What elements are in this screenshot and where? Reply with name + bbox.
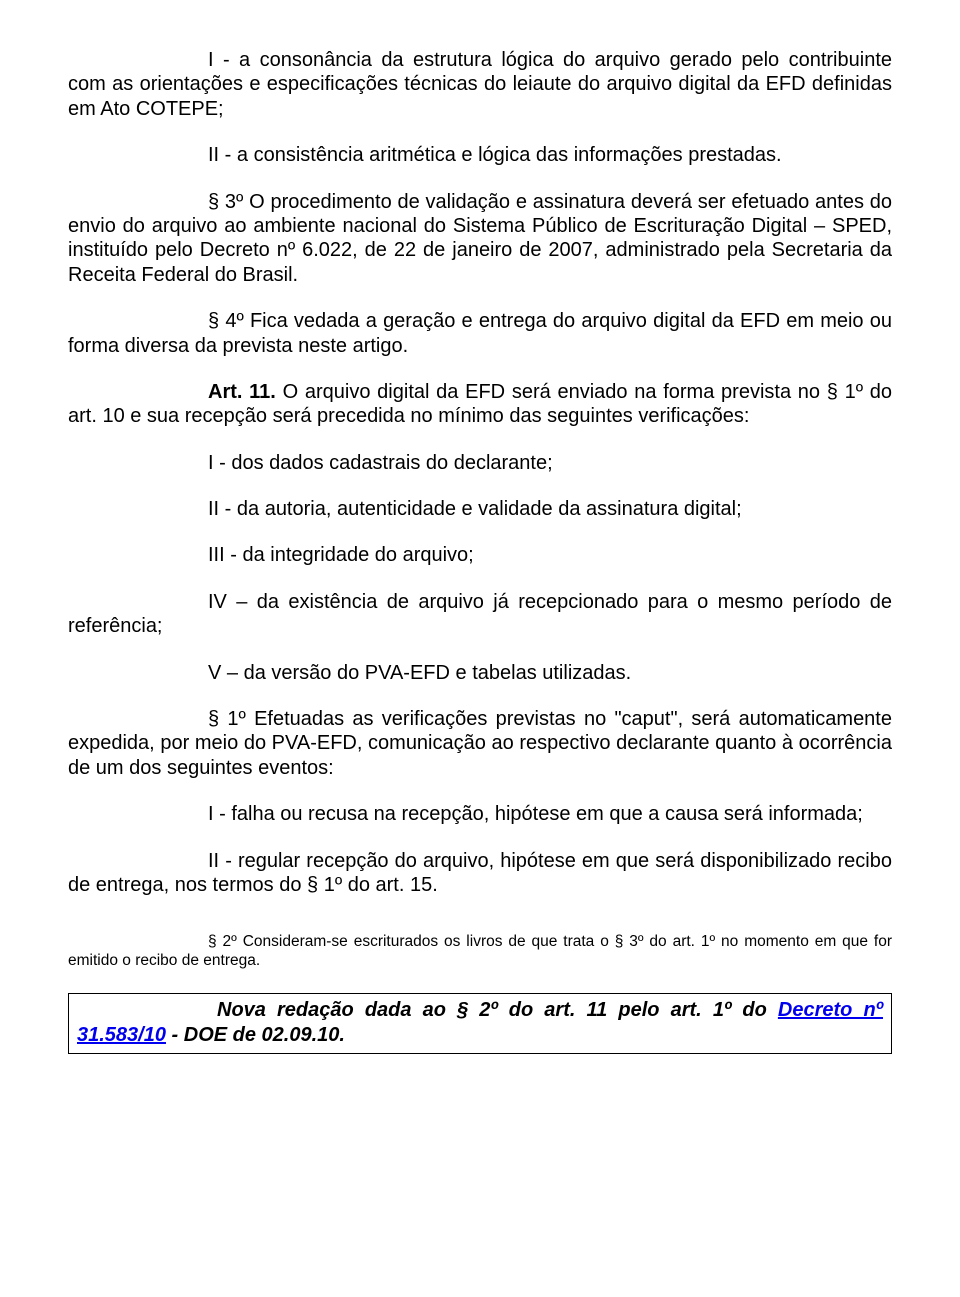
item-ii: II - da autoria, autenticidade e validad… — [68, 497, 892, 521]
s1-item-ii: II - regular recepção do arquivo, hipóte… — [68, 849, 892, 898]
paragraph-ii: II - a consistência aritmética e lógica … — [68, 143, 892, 167]
redaction-note-text: Nova redação dada ao § 2º do art. 11 pel… — [77, 998, 883, 1047]
item-iii: III - da integridade do arquivo; — [68, 543, 892, 567]
redaction-post: - DOE de 02.09.10. — [166, 1024, 345, 1046]
paragraph-i: I - a consonância da estrutura lógica do… — [68, 48, 892, 121]
document-page: I - a consonância da estrutura lógica do… — [0, 0, 960, 1084]
item-i: I - dos dados cadastrais do declarante; — [68, 451, 892, 475]
paragraph-s2-small: § 2º Consideram-se escriturados os livro… — [68, 933, 892, 971]
redaction-pre: Nova redação dada ao § 2º do art. 11 pel… — [217, 999, 778, 1021]
paragraph-s4: § 4º Fica vedada a geração e entrega do … — [68, 309, 892, 358]
paragraph-s3: § 3º O procedimento de validação e assin… — [68, 190, 892, 288]
art11-label: Art. 11. — [208, 381, 276, 403]
art11-text: O arquivo digital da EFD será enviado na… — [68, 381, 892, 427]
redaction-note-box: Nova redação dada ao § 2º do art. 11 pel… — [68, 993, 892, 1054]
paragraph-s1: § 1º Efetuadas as verificações previstas… — [68, 707, 892, 780]
paragraph-art11: Art. 11. O arquivo digital da EFD será e… — [68, 380, 892, 429]
item-iv: IV – da existência de arquivo já recepci… — [68, 590, 892, 639]
s1-item-i: I - falha ou recusa na recepção, hipótes… — [68, 802, 892, 826]
item-v: V – da versão do PVA-EFD e tabelas utili… — [68, 661, 892, 685]
